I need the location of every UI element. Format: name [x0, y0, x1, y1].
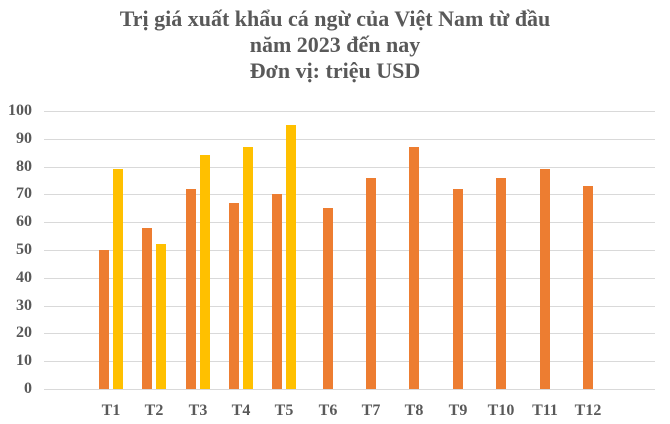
x-tick-label: T10 [487, 402, 515, 419]
gridline [44, 306, 655, 307]
bar-t9-series-1 [453, 189, 463, 389]
y-tick-label: 80 [16, 158, 32, 175]
gridline [44, 222, 655, 223]
gridline [44, 278, 655, 279]
gridline [44, 250, 655, 251]
bar-t11-series-1 [540, 169, 550, 389]
bar-t1-series-2 [113, 169, 123, 389]
y-tick-label: 60 [16, 213, 32, 230]
bar-t12-series-1 [583, 186, 593, 389]
x-tick-label: T12 [574, 402, 602, 419]
bar-t7-series-1 [366, 178, 376, 389]
bar-t5-series-1 [272, 194, 282, 389]
bar-t2-series-2 [156, 244, 166, 389]
gridline [44, 333, 655, 334]
bar-t6-series-1 [323, 208, 333, 389]
chart-title: Trị giá xuất khẩu cá ngừ của Việt Nam từ… [0, 6, 670, 84]
gridline [44, 167, 655, 168]
x-tick-label: T6 [318, 402, 338, 419]
x-tick-label: T1 [101, 402, 121, 419]
bar-t8-series-1 [409, 147, 419, 389]
y-tick-label: 70 [16, 185, 32, 202]
y-tick-label: 20 [16, 324, 32, 341]
bar-t3-series-2 [200, 155, 210, 389]
y-tick-label: 10 [16, 352, 32, 369]
x-tick-label: T5 [274, 402, 294, 419]
bar-t10-series-1 [496, 178, 506, 389]
y-tick-label: 90 [16, 130, 32, 147]
x-tick-label: T2 [144, 402, 164, 419]
bar-t5-series-2 [286, 125, 296, 389]
x-tick-label: T3 [188, 402, 208, 419]
y-tick-label: 50 [16, 241, 32, 258]
chart-subtitle: Đơn vị: triệu USD [249, 58, 421, 83]
y-tick-label: 30 [16, 297, 32, 314]
chart-title-line-1: Trị giá xuất khẩu cá ngừ của Việt Nam từ… [119, 6, 551, 31]
bar-t4-series-2 [243, 147, 253, 389]
bar-t2-series-1 [142, 228, 152, 389]
bar-t1-series-1 [99, 250, 109, 389]
x-tick-label: T9 [448, 402, 468, 419]
gridline [44, 111, 655, 112]
bar-t4-series-1 [229, 203, 239, 389]
chart-title-line-2: năm 2023 đến nay [249, 32, 421, 57]
x-tick-label: T7 [361, 402, 381, 419]
x-tick-label: T4 [231, 402, 251, 419]
x-tick-label: T11 [532, 402, 558, 419]
gridline [44, 194, 655, 195]
x-tick-label: T8 [404, 402, 424, 419]
y-tick-label: 100 [8, 102, 32, 119]
y-tick-label: 40 [16, 269, 32, 286]
gridline [44, 361, 655, 362]
gridline [44, 139, 655, 140]
y-tick-label: 0 [24, 380, 32, 397]
bar-t3-series-1 [186, 189, 196, 389]
gridline [44, 389, 655, 390]
